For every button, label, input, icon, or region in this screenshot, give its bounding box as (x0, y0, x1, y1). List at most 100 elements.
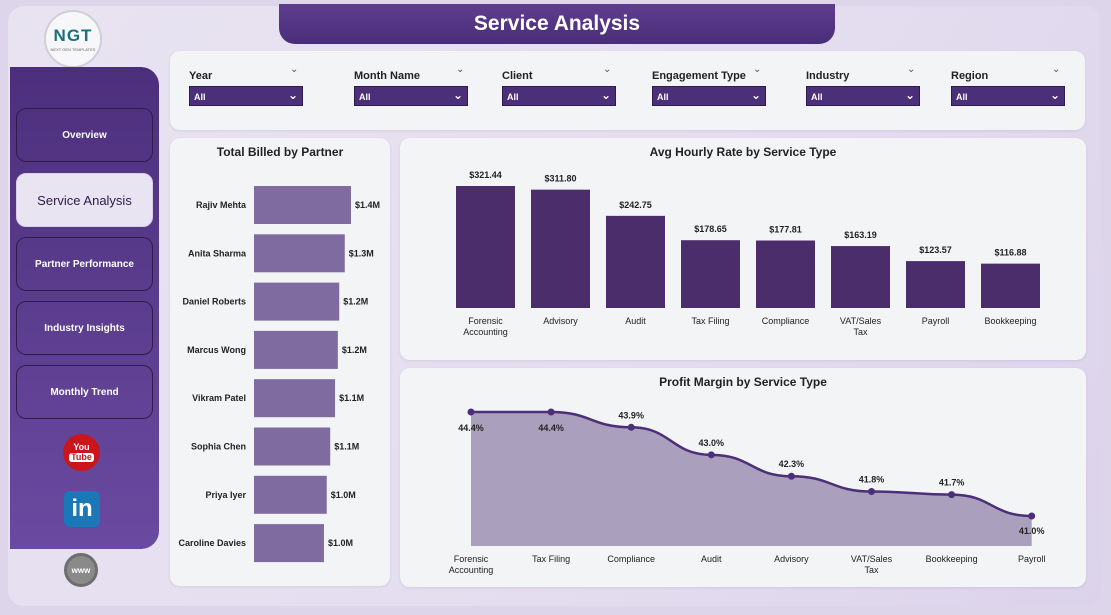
partner-data-label: $1.2M (342, 345, 367, 355)
chevron-down-icon[interactable]: ⌄ (456, 64, 465, 75)
partner-category-label: Caroline Davies (178, 538, 246, 548)
youtube-text-top: You (73, 442, 90, 452)
youtube-icon[interactable]: You Tube (63, 434, 100, 471)
partner-category-label: Daniel Roberts (182, 297, 246, 307)
service-data-label: $116.88 (994, 248, 1026, 258)
nav-partner-performance-button[interactable]: Partner Performance (16, 237, 153, 291)
partner-category-label: Priya Iyer (205, 490, 246, 500)
service-category-label: Bookkeeping (984, 316, 1036, 326)
logo-text: NGT (53, 26, 93, 45)
nav-monthly-trend-button[interactable]: Monthly Trend (16, 365, 153, 419)
nav-industry-insights-button[interactable]: Industry Insights (16, 301, 153, 355)
margin-data-label: 43.0% (699, 438, 725, 448)
filter-client: Client ⌄ All ⌄ (502, 64, 616, 106)
partner-bar (254, 475, 327, 514)
select-value: All (811, 92, 823, 102)
year-select[interactable]: All ⌄ (189, 86, 303, 106)
service-bar (831, 246, 890, 308)
service-category-label: Payroll (922, 316, 950, 326)
youtube-text-bottom: Tube (69, 452, 94, 462)
service-category-label: Advisory (543, 316, 578, 326)
partner-category-label: Vikram Patel (192, 393, 246, 403)
profit-margin-area-chart: 44.4% Forensic Accounting 44.4% Tax Filing 43… (449, 408, 1046, 575)
margin-point (1028, 512, 1036, 520)
margin-category-label: Tax Filing (532, 554, 570, 564)
margin-data-label: 43.9% (618, 410, 644, 420)
page-title: Service Analysis (279, 4, 835, 44)
client-select[interactable]: All ⌄ (502, 86, 616, 106)
service-category-label: VAT/Sales Tax (840, 316, 882, 337)
chevron-down-icon: ⌄ (904, 88, 915, 102)
service-data-label: $242.75 (619, 200, 652, 210)
partner-data-label: $1.2M (343, 297, 368, 307)
margin-data-label: 44.4% (538, 423, 564, 433)
chart-title: Total Billed by Partner (216, 145, 344, 159)
website-globe-icon[interactable]: www (64, 553, 98, 587)
service-data-label: $321.44 (469, 170, 502, 180)
filter-label: Industry (806, 70, 850, 82)
partner-bar-chart: Rajiv Mehta $1.4M Anita Sharma $1.3M Daniel … (178, 186, 380, 563)
service-bar (756, 240, 815, 308)
ngt-logo: NGT NEXT GEN TEMPLATES (44, 10, 102, 68)
filter-year: Year ⌄ All ⌄ (189, 64, 303, 106)
chevron-down-icon[interactable]: ⌄ (907, 64, 916, 75)
margin-data-label: 41.7% (939, 478, 965, 488)
chevron-down-icon[interactable]: ⌄ (603, 64, 612, 75)
margin-line (470, 410, 1032, 518)
filter-label: Region (951, 70, 989, 82)
partner-billing-card: Total Billed by Partner Rajiv Mehta $1.4M… (170, 138, 390, 586)
month-name-select[interactable]: All ⌄ (354, 86, 468, 106)
service-bar (681, 240, 740, 308)
service-category-label: Audit (625, 316, 646, 326)
nav-overview-button[interactable]: Overview (16, 108, 153, 162)
partner-category-label: Sophia Chen (191, 442, 246, 452)
service-data-label: $123.57 (919, 245, 952, 255)
chevron-down-icon: ⌄ (287, 88, 298, 102)
filter-label: Engagement Type (652, 70, 746, 82)
margin-point (707, 451, 715, 459)
service-category-label: Compliance (762, 316, 810, 326)
filter-label: Month Name (354, 70, 420, 82)
margin-category-label: Compliance (607, 554, 655, 564)
chevron-down-icon: ⌄ (1049, 88, 1060, 102)
chevron-down-icon: ⌄ (452, 88, 463, 102)
margin-data-label: 41.0% (1019, 526, 1045, 536)
industry-select[interactable]: All ⌄ (806, 86, 920, 106)
filter-panel: Year ⌄ All ⌄ Month Name ⌄ All ⌄ Client ⌄ A… (170, 51, 1085, 130)
chart-title: Profit Margin by Service Type (659, 375, 827, 389)
linkedin-icon[interactable]: in (64, 491, 100, 527)
margin-category-label: Audit (701, 554, 722, 564)
chevron-down-icon[interactable]: ⌄ (290, 64, 299, 75)
chevron-down-icon[interactable]: ⌄ (753, 64, 762, 75)
filter-month-name: Month Name ⌄ All ⌄ (354, 64, 468, 106)
hourly-rate-card: Avg Hourly Rate by Service Type $321.44 F… (400, 138, 1086, 360)
partner-category-label: Anita Sharma (188, 248, 247, 258)
service-bar (456, 186, 515, 308)
partner-data-label: $1.1M (334, 442, 359, 452)
hourly-rate-bar-chart: $321.44 Forensic Accounting $311.80 Advisory… (456, 170, 1040, 337)
select-value: All (657, 92, 669, 102)
margin-data-label: 42.3% (779, 459, 805, 469)
service-bar (606, 215, 665, 308)
chevron-down-icon[interactable]: ⌄ (1052, 64, 1061, 75)
margin-category-label: Bookkeeping (926, 554, 978, 564)
service-category-label: Tax Filing (691, 316, 729, 326)
chevron-down-icon: ⌄ (750, 88, 761, 102)
nav-service-analysis-button[interactable]: Service Analysis (16, 173, 153, 227)
margin-point (868, 488, 875, 496)
engagement-type-select[interactable]: All ⌄ (652, 86, 766, 106)
partner-data-label: $1.0M (328, 538, 353, 548)
service-data-label: $311.80 (544, 174, 576, 184)
margin-category-label: Advisory (774, 554, 809, 564)
partner-data-label: $1.3M (349, 248, 374, 258)
margin-category-label: Payroll (1018, 554, 1046, 564)
region-select[interactable]: All ⌄ (951, 86, 1065, 106)
partner-category-label: Rajiv Mehta (196, 200, 247, 210)
sidebar: Overview Service Analysis Partner Perfor… (10, 67, 159, 549)
filter-label: Year (189, 70, 213, 82)
website-text: www (71, 565, 91, 575)
partner-data-label: $1.0M (331, 490, 356, 500)
margin-point (467, 408, 475, 416)
partner-category-label: Marcus Wong (187, 345, 246, 355)
filter-engagement-type: Engagement Type ⌄ All ⌄ (652, 64, 766, 106)
